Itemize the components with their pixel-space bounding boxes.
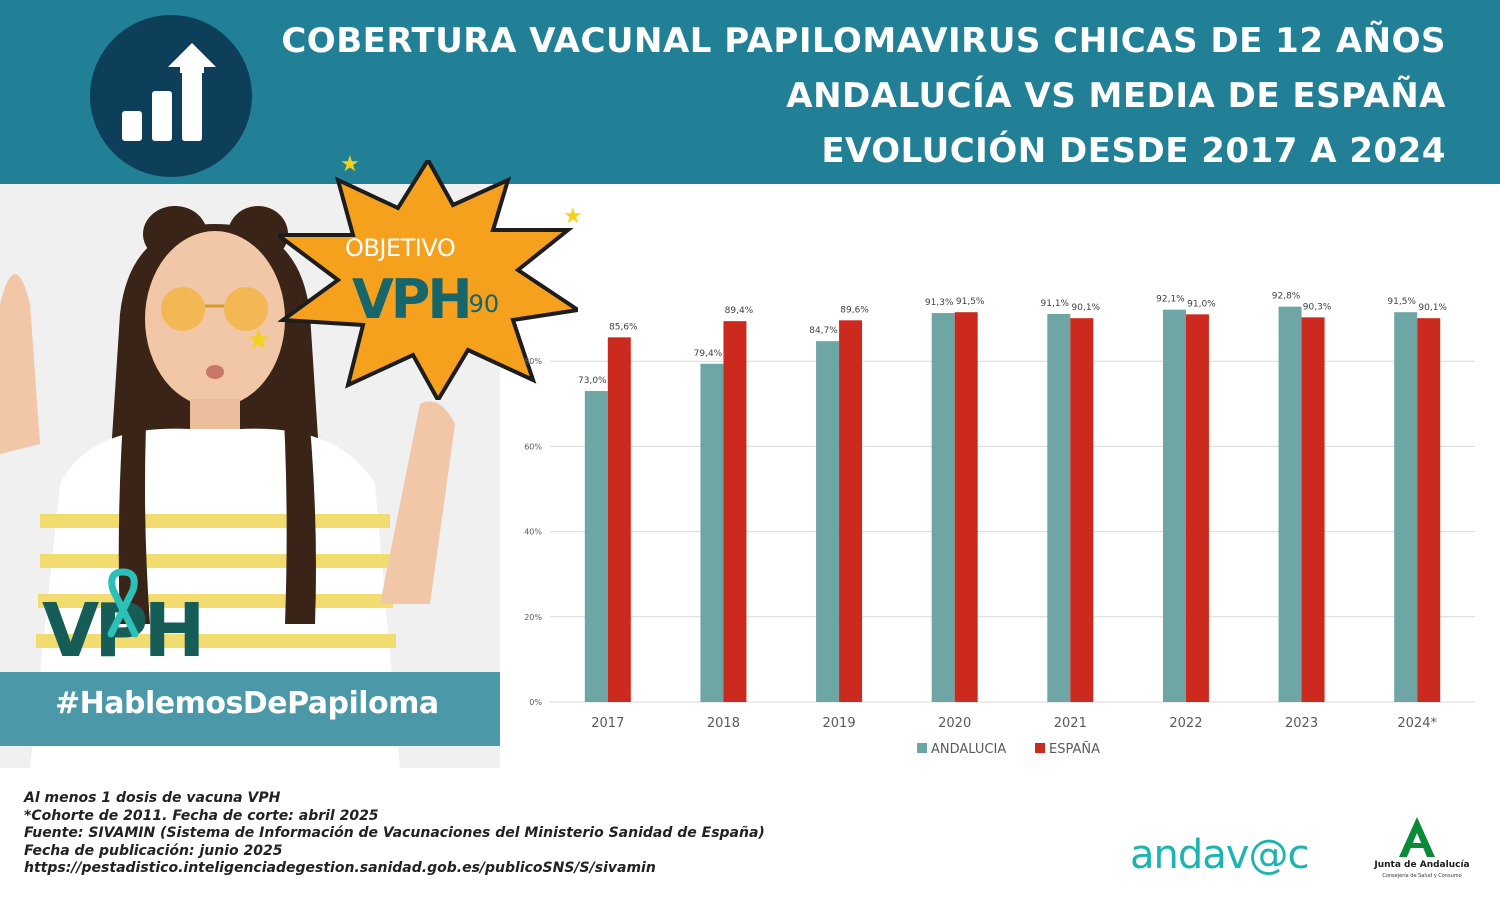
footnote-line: https://pestadistico.inteligenciadegesti… <box>24 860 656 876</box>
x-tick-label: 2021 <box>1054 716 1087 731</box>
bar-españa <box>839 320 863 702</box>
hashtag-banner <box>0 672 500 746</box>
title-line-1: COBERTURA VACUNAL PAPILOMAVIRUS CHICAS D… <box>281 21 1446 61</box>
data-label: 91,5% <box>956 297 985 307</box>
bar-andalucia <box>816 341 840 702</box>
data-label: 90,1% <box>1072 303 1101 313</box>
data-label: 90,3% <box>1303 302 1332 312</box>
data-label: 91,3% <box>925 298 954 308</box>
y-tick-label: 60% <box>524 442 542 451</box>
data-label: 79,4% <box>694 349 723 359</box>
bar-andalucia <box>1162 309 1186 702</box>
badge-objetivo-text: OBJETIVO <box>345 234 456 262</box>
footnote-line: Fecha de publicación: junio 2025 <box>24 842 283 859</box>
badge-90-text: -90 <box>460 290 500 318</box>
objetivo-badge-burst <box>272 156 584 404</box>
andavac-logo: andav@c <box>1130 832 1309 878</box>
badge-vph-text: VPH <box>352 268 473 331</box>
bar-españa <box>723 321 747 702</box>
data-label: 92,1% <box>1156 295 1185 305</box>
star-icon: ★ <box>340 152 360 177</box>
title-line-3: EVOLUCIÓN DESDE 2017 A 2024 <box>821 131 1446 171</box>
data-label: 91,0% <box>1187 299 1216 309</box>
x-tick-label: 2022 <box>1169 716 1202 731</box>
bar-chart-growth-icon <box>90 15 252 177</box>
data-label: 84,7% <box>809 326 838 336</box>
x-tick-label: 2018 <box>707 716 740 731</box>
legend-swatch <box>917 743 927 753</box>
y-tick-label: 80% <box>524 357 542 366</box>
footnote-line: Fuente: SIVAMIN (Sistema de Información … <box>24 825 765 841</box>
data-label: 90,1% <box>1418 303 1447 313</box>
data-label: 85,6% <box>609 322 638 332</box>
title-line-2: ANDALUCÍA VS MEDIA DE ESPAÑA <box>786 76 1446 116</box>
bar-andalucia <box>931 313 955 702</box>
junta-subtitle: Consejería de Salud y Consumo <box>1382 873 1462 879</box>
bar-españa <box>607 337 631 702</box>
bar-andalucia <box>584 391 608 702</box>
junta-name: Junta de Andalucía <box>1374 860 1470 870</box>
bar-españa <box>1070 318 1094 702</box>
legend-swatch <box>1035 743 1045 753</box>
data-label: 91,5% <box>1387 297 1416 307</box>
data-label: 91,1% <box>1041 299 1070 309</box>
coverage-bar-chart: 0% 20% 40% 60% 80% 73,0% 85,6% 2017 79,4% 89,4% 20… <box>524 292 1475 757</box>
y-tick-label: 20% <box>524 613 542 622</box>
y-tick-label: 0% <box>529 698 542 707</box>
bar-andalucia <box>1047 313 1071 702</box>
bar-españa <box>954 312 978 702</box>
page-title: COBERTURA VACUNAL PAPILOMAVIRUS CHICAS D… <box>281 14 1446 179</box>
bar-españa <box>1301 317 1325 702</box>
data-label: 73,0% <box>578 376 607 386</box>
y-tick-label: 40% <box>524 528 542 537</box>
legend-label: ANDALUCIA <box>931 742 1006 757</box>
x-tick-label: 2023 <box>1285 716 1318 731</box>
x-tick-label: 2024* <box>1397 716 1437 731</box>
ribbon-icon <box>103 568 143 638</box>
bar-andalucia <box>700 363 724 702</box>
footnote-line: *Cohorte de 2011. Fecha de corte: abril … <box>24 807 379 824</box>
bar-andalucia <box>1394 312 1418 702</box>
data-label: 89,6% <box>840 305 869 315</box>
junta-andalucia-logo-icon <box>1395 815 1439 859</box>
bar-españa <box>1417 318 1441 702</box>
data-label: 89,4% <box>725 306 754 316</box>
data-label: 92,8% <box>1272 292 1301 302</box>
bar-andalucia <box>1278 306 1302 702</box>
x-tick-label: 2020 <box>938 716 971 731</box>
star-icon: ★ <box>246 323 272 356</box>
x-tick-label: 2017 <box>591 716 624 731</box>
bar-españa <box>1185 314 1209 702</box>
x-tick-label: 2019 <box>823 716 856 731</box>
footnote-line: Al menos 1 dosis de vacuna VPH <box>24 790 281 806</box>
footnotes: Al menos 1 dosis de vacuna VPH *Cohorte … <box>24 790 765 878</box>
hashtag-text: #HablemosDePapiloma <box>55 686 439 721</box>
star-icon: ★ <box>563 204 583 229</box>
legend-label: ESPAÑA <box>1049 741 1100 757</box>
